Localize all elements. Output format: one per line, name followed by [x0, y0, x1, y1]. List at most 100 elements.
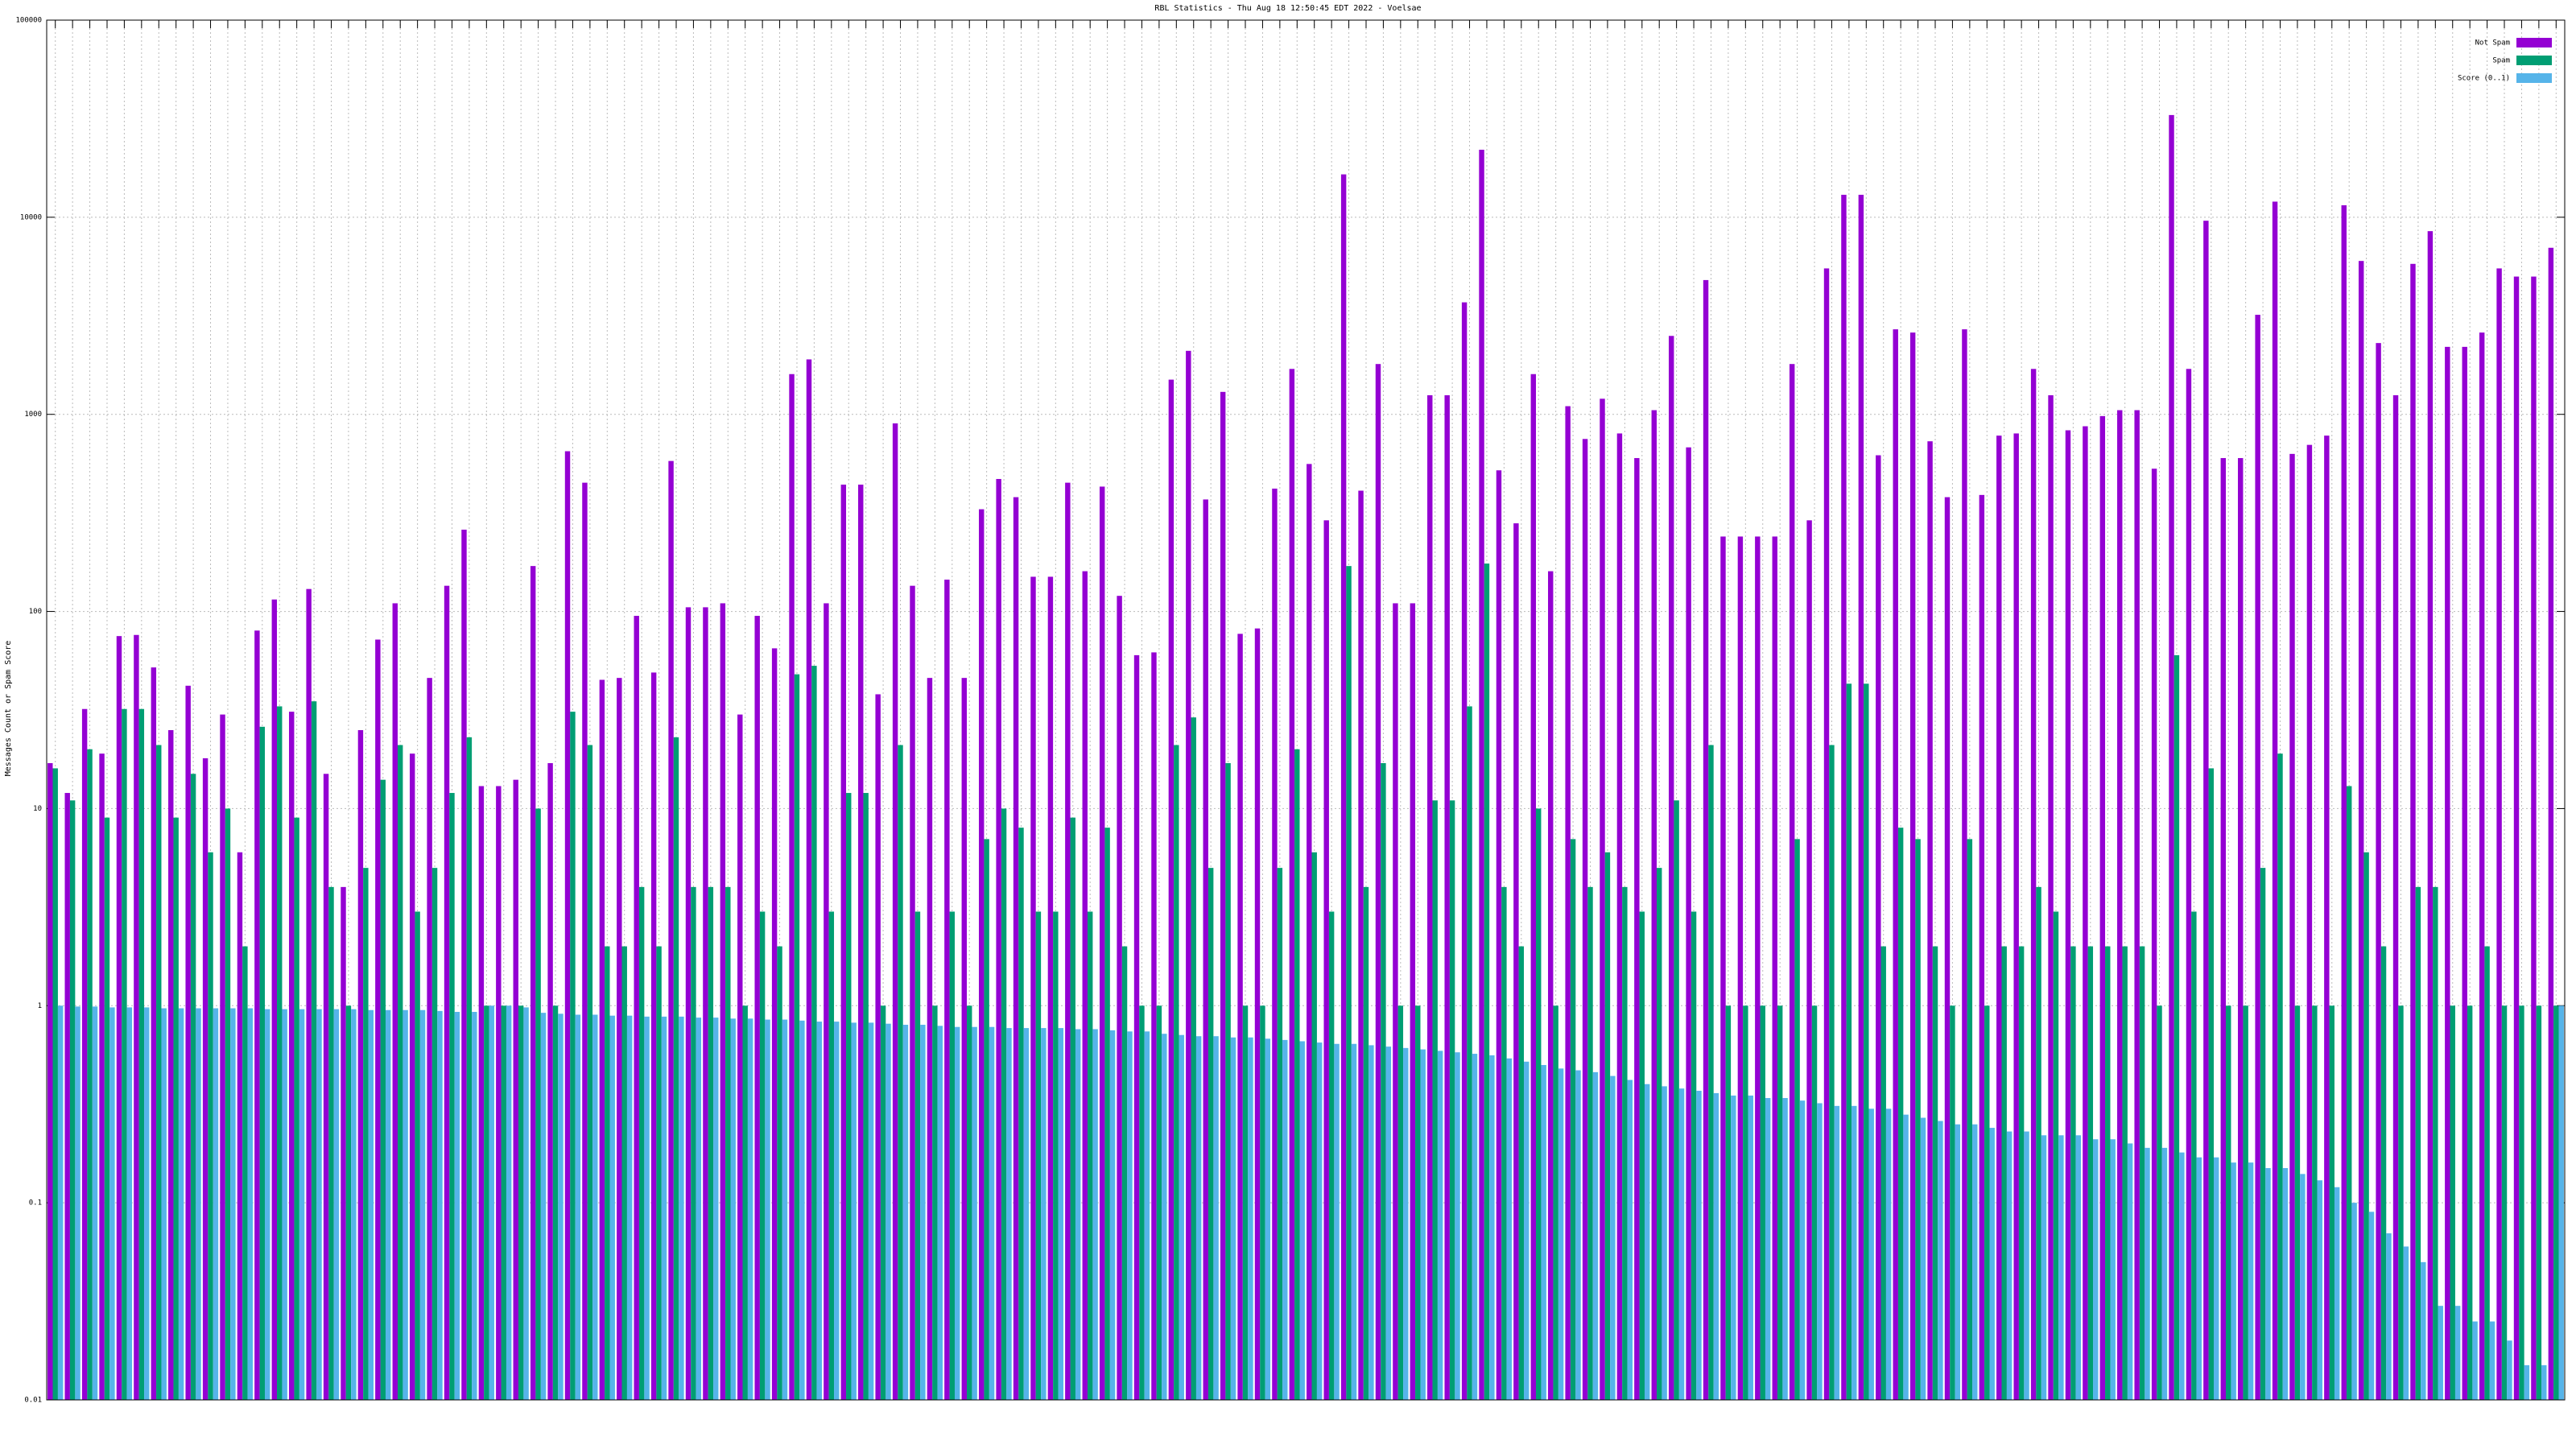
bar	[489, 1005, 494, 1400]
bar	[1708, 745, 1714, 1400]
bar	[1461, 302, 1468, 1400]
bar	[1065, 482, 1071, 1400]
bar	[989, 1026, 995, 1400]
bar	[1777, 1005, 1783, 1400]
bar	[242, 946, 248, 1400]
bar	[1772, 536, 1777, 1400]
bar	[679, 1016, 684, 1400]
bar	[1668, 336, 1674, 1400]
bar	[621, 946, 627, 1400]
bar	[914, 911, 921, 1400]
legend-swatch	[2516, 38, 2552, 47]
bar	[2289, 453, 2295, 1400]
bar	[2368, 1212, 2375, 1400]
bar	[858, 485, 864, 1400]
bar	[1737, 536, 1744, 1400]
bar	[1432, 800, 1438, 1400]
bar	[1852, 1105, 1857, 1400]
bar	[1230, 1037, 1236, 1400]
bar	[806, 359, 812, 1400]
bar	[2013, 433, 2019, 1401]
bar	[759, 911, 766, 1400]
bar	[2214, 1157, 2219, 1400]
y-tick-label: 1	[38, 1002, 42, 1010]
bar	[932, 1005, 938, 1400]
y-tick-label: 100000	[15, 17, 42, 25]
bar	[1811, 1005, 1818, 1400]
bar	[1133, 654, 1140, 1400]
bar	[1548, 571, 1554, 1400]
bar	[2161, 1147, 2168, 1400]
bar	[771, 648, 778, 1400]
bar	[530, 566, 536, 1401]
bar	[190, 774, 196, 1400]
bar	[696, 1018, 702, 1400]
bar	[2433, 886, 2438, 1400]
bar	[1179, 1034, 1184, 1400]
bar	[2058, 1135, 2064, 1400]
bar	[1195, 1036, 1202, 1400]
bar	[2127, 1143, 2133, 1400]
bar	[1415, 1005, 1421, 1400]
bar	[454, 1012, 460, 1400]
bar	[1524, 1061, 1530, 1400]
bar	[1962, 329, 1967, 1400]
bar	[1938, 1121, 1943, 1400]
bar	[1944, 497, 1951, 1400]
bar	[1565, 406, 1571, 1400]
bar	[1834, 1105, 1840, 1400]
bar	[415, 911, 420, 1400]
y-axis-label: Messages Count or Spam Score	[4, 641, 13, 777]
bar	[1484, 564, 1490, 1401]
bar	[892, 423, 898, 1400]
bar	[2450, 1005, 2455, 1400]
bar	[2294, 1005, 2301, 1400]
bar	[2541, 1364, 2547, 1400]
bar	[1748, 1095, 1753, 1400]
bar	[668, 460, 674, 1400]
bar	[2134, 410, 2140, 1401]
bar	[185, 685, 191, 1400]
bar	[1782, 1098, 1788, 1400]
bar	[1393, 603, 1398, 1400]
bar	[1909, 332, 1916, 1400]
bar	[1070, 817, 1075, 1400]
bar	[1989, 1128, 1995, 1400]
bar	[1323, 520, 1329, 1400]
bar	[1053, 911, 1059, 1400]
bar	[506, 1005, 512, 1400]
bar	[730, 1018, 736, 1400]
bar	[1582, 439, 1588, 1401]
bar	[409, 753, 415, 1400]
y-tick-label: 0.01	[24, 1397, 42, 1405]
bar	[1725, 1005, 1732, 1400]
bar	[431, 868, 438, 1400]
bar	[1035, 911, 1042, 1400]
bar	[1903, 1114, 1909, 1400]
bar	[2346, 786, 2352, 1400]
bar	[799, 1020, 805, 1400]
bar	[979, 509, 985, 1400]
bar	[2105, 946, 2111, 1400]
bar	[2139, 946, 2145, 1400]
bar	[1156, 1005, 1162, 1400]
bar	[1610, 1075, 1616, 1400]
bar	[2041, 1135, 2047, 1400]
bar	[1587, 886, 1593, 1400]
bar	[1592, 1071, 1599, 1400]
bar	[828, 911, 835, 1400]
bar	[402, 1009, 408, 1400]
bar	[1639, 911, 1645, 1400]
bar	[1151, 652, 1157, 1400]
bar	[380, 779, 386, 1400]
bar	[634, 616, 639, 1400]
bar	[720, 603, 726, 1400]
bar	[1743, 1005, 1748, 1400]
bar	[116, 636, 122, 1400]
bar	[2358, 261, 2364, 1400]
bar	[626, 1015, 633, 1400]
bar	[1868, 1108, 1874, 1400]
bar	[161, 1008, 167, 1400]
bar	[1225, 763, 1231, 1400]
bar	[644, 1016, 650, 1400]
